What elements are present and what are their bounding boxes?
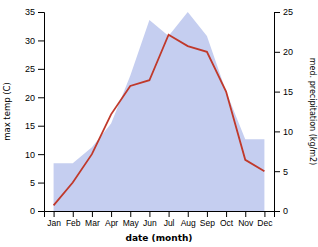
y-tick-label: 10 [25, 150, 35, 160]
x-tick: Feb [66, 211, 81, 228]
y2-tick-label: 15 [283, 87, 293, 97]
x-tick-mark [169, 211, 170, 217]
x-tick-label: Feb [66, 218, 81, 228]
x-tick: Jan [47, 211, 61, 228]
y-tick-mark [38, 12, 44, 13]
x-tick-mark [226, 211, 227, 217]
x-tick-mark [111, 211, 112, 217]
y-tick: 0 [30, 206, 44, 216]
x-tick: Jun [143, 211, 157, 228]
x-tick-mark [54, 211, 55, 217]
y2-tick: 20 [274, 47, 293, 57]
y-tick-mark [38, 40, 44, 41]
y-tick-mark [38, 211, 44, 212]
y-tick: 15 [25, 121, 44, 131]
y-tick-label: 25 [25, 64, 35, 74]
x-tick: Oct [220, 211, 234, 228]
temperature-line [54, 35, 265, 206]
x-axis-line [45, 212, 275, 218]
y-tick-mark [38, 97, 44, 98]
y2-tick-mark [274, 211, 280, 212]
x-tick-label: Dec [257, 218, 273, 228]
x-tick-label: Jan [47, 218, 61, 228]
y-axis-line [38, 13, 45, 212]
y-tick-label: 0 [30, 206, 35, 216]
x-tick-mark [245, 211, 246, 217]
x-tick: Mar [85, 211, 100, 228]
y-axis: 0 5 10 15 20 25 30 35 [25, 7, 45, 216]
x-tick-label: Oct [220, 218, 234, 228]
y-tick: 10 [25, 150, 44, 160]
x-tick: May [123, 211, 140, 228]
y2-tick: 15 [274, 87, 293, 97]
chart: Jan Feb Mar Apr MayJun Jul Aug Sep Oct NovDec 0 5 10… [0, 0, 318, 247]
y2-tick-mark [274, 12, 280, 13]
x-tick-label: May [123, 218, 140, 228]
x-tick-mark [188, 211, 189, 217]
y2-tick-mark [274, 171, 280, 172]
y2-tick-label: 10 [283, 127, 293, 137]
y-tick-label: 30 [25, 36, 35, 46]
x-tick: Aug [181, 211, 196, 228]
x-tick-label: Nov [238, 218, 254, 228]
x-tick-label: Mar [85, 218, 100, 228]
y-tick-label: 5 [30, 178, 35, 188]
y-tick-label: 15 [25, 121, 35, 131]
x-tick: Apr [105, 211, 118, 228]
y-tick-mark [38, 126, 44, 127]
y2-axis-line [275, 13, 281, 212]
x-tick: Sep [200, 211, 215, 228]
y2-axis: 0 5 10 15 20 25 [274, 7, 293, 216]
x-tick-mark [92, 211, 93, 217]
y2-tick-label: 25 [283, 7, 293, 17]
y2-tick-mark [274, 131, 280, 132]
x-axis: Jan Feb Mar Apr MayJun Jul Aug Sep Oct NovDec [45, 211, 275, 228]
y2-axis-title: med. precipitation (kg/m2) [308, 58, 317, 165]
x-tick-label: Apr [105, 218, 118, 228]
y-axis-title: max temp (C) [2, 82, 12, 141]
y-tick-label: 20 [25, 93, 35, 103]
x-tick-label: Aug [181, 218, 196, 228]
x-tick-mark [149, 211, 150, 217]
y2-tick-label: 20 [283, 47, 293, 57]
y2-tick: 0 [274, 206, 288, 216]
y-tick: 20 [25, 93, 44, 103]
y-tick: 25 [25, 64, 44, 74]
y2-tick: 25 [274, 7, 293, 17]
x-tick-mark [73, 211, 74, 217]
x-tick-mark [264, 211, 265, 217]
y2-tick-mark [274, 92, 280, 93]
y2-tick-label: 5 [283, 167, 288, 177]
x-tick-label: Jun [143, 218, 157, 228]
x-tick: Nov [238, 211, 254, 228]
y-tick-mark [38, 69, 44, 70]
y2-tick: 5 [274, 167, 288, 177]
x-tick-label: Sep [200, 218, 215, 228]
x-tick-label: Jul [164, 218, 175, 228]
y-tick-mark [38, 183, 44, 184]
y2-tick-label: 0 [283, 206, 288, 216]
precipitation-area [54, 12, 265, 211]
y2-tick: 10 [274, 127, 293, 137]
y-tick-label: 35 [25, 7, 35, 17]
x-tick-mark [207, 211, 208, 217]
x-tick-mark [130, 211, 131, 217]
y-tick: 30 [25, 36, 44, 46]
marks [54, 12, 265, 211]
y2-tick-mark [274, 52, 280, 53]
x-axis-title: date (month) [126, 233, 193, 243]
x-tick: Jul [164, 211, 175, 228]
y-tick: 5 [30, 178, 44, 188]
y-tick-mark [38, 154, 44, 155]
plot: Jan Feb Mar Apr MayJun Jul Aug Sep Oct NovDec 0 5 10… [25, 7, 293, 228]
x-tick: Dec [257, 211, 273, 228]
y-tick: 35 [25, 7, 44, 17]
